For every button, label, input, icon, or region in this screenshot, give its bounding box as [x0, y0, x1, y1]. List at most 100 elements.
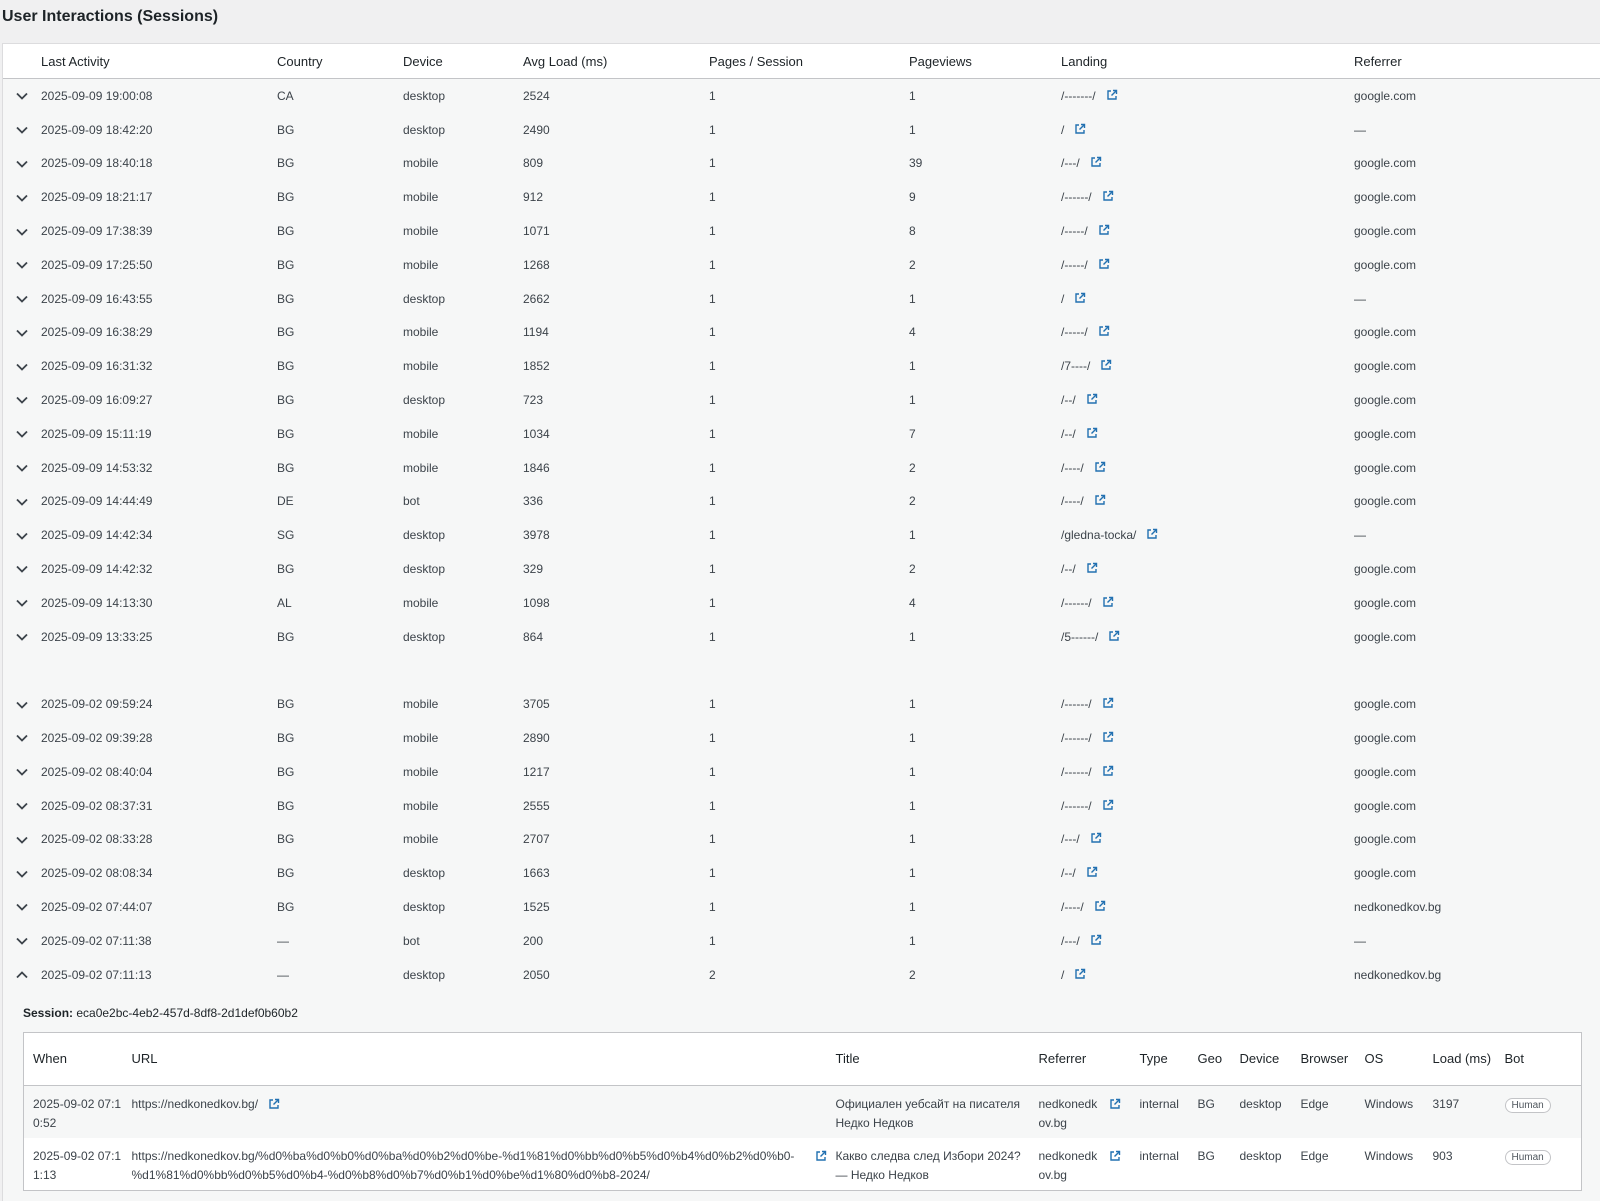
chevron-down-icon[interactable] — [15, 258, 29, 272]
table-row[interactable]: 2025-09-09 16:38:29 BG mobile 1194 1 4 /-----/… — [3, 316, 1600, 350]
chevron-down-icon[interactable] — [15, 393, 29, 407]
row-toggle[interactable] — [3, 113, 41, 147]
chevron-up-icon[interactable] — [15, 968, 29, 982]
table-row[interactable]: 2025-09-02 08:08:34 BG desktop 1663 1 1 /--/ go… — [3, 856, 1600, 890]
row-toggle[interactable] — [3, 451, 41, 485]
chevron-down-icon[interactable] — [15, 89, 29, 103]
chevron-down-icon[interactable] — [15, 529, 29, 543]
row-toggle[interactable] — [3, 282, 41, 316]
chevron-down-icon[interactable] — [15, 292, 29, 306]
external-link-icon[interactable] — [1106, 89, 1118, 101]
table-row[interactable]: 2025-09-09 14:44:49 DE bot 336 1 2 /----/ googl… — [3, 485, 1600, 519]
chevron-down-icon[interactable] — [15, 630, 29, 644]
table-row[interactable]: 2025-09-09 17:25:50 BG mobile 1268 1 2 /-----/… — [3, 248, 1600, 282]
table-row[interactable]: 2025-09-02 08:37:31 BG mobile 2555 1 1 /------… — [3, 789, 1600, 823]
row-toggle[interactable] — [3, 552, 41, 586]
external-link-icon[interactable] — [1102, 765, 1114, 777]
table-row[interactable]: 2025-09-09 15:11:19 BG mobile 1034 1 7 /--/ goo… — [3, 417, 1600, 451]
chevron-down-icon[interactable] — [15, 867, 29, 881]
row-toggle[interactable] — [3, 316, 41, 350]
chevron-down-icon[interactable] — [15, 123, 29, 137]
chevron-down-icon[interactable] — [15, 326, 29, 340]
external-link-icon[interactable] — [1102, 697, 1114, 709]
table-row[interactable]: 2025-09-09 19:00:08 CA desktop 2524 1 1 /-----… — [3, 79, 1600, 113]
row-toggle[interactable] — [3, 383, 41, 417]
table-row[interactable]: 2025-09-09 17:38:39 BG mobile 1071 1 8 /-----/… — [3, 214, 1600, 248]
chevron-down-icon[interactable] — [15, 698, 29, 712]
external-link-icon[interactable] — [1108, 630, 1120, 642]
external-link-icon[interactable] — [1086, 866, 1098, 878]
external-link-icon[interactable] — [1086, 562, 1098, 574]
row-toggle[interactable] — [3, 687, 41, 721]
table-row[interactable]: 2025-09-02 07:11:38 — bot 200 1 1 /---/ — — [3, 924, 1600, 958]
chevron-down-icon[interactable] — [15, 495, 29, 509]
chevron-down-icon[interactable] — [15, 799, 29, 813]
table-row[interactable]: 2025-09-09 14:53:32 BG mobile 1846 1 2 /----/ g… — [3, 451, 1600, 485]
table-row[interactable]: 2025-09-02 08:40:04 BG mobile 1217 1 1 /------… — [3, 755, 1600, 789]
table-row[interactable]: 2025-09-09 14:42:32 BG desktop 329 1 2 /--/ goo… — [3, 552, 1600, 586]
external-link-icon[interactable] — [1102, 190, 1114, 202]
chevron-down-icon[interactable] — [15, 765, 29, 779]
row-toggle[interactable] — [3, 958, 41, 992]
table-row[interactable]: 2025-09-09 16:43:55 BG desktop 2662 1 1 / — — [3, 282, 1600, 316]
chevron-down-icon[interactable] — [15, 731, 29, 745]
chevron-down-icon[interactable] — [15, 833, 29, 847]
chevron-down-icon[interactable] — [15, 225, 29, 239]
external-link-icon[interactable] — [1094, 494, 1106, 506]
pv-url-text[interactable]: https://nedkonedkov.bg/ — [131, 1096, 259, 1111]
header-pages-per-session[interactable]: Pages / Session — [709, 44, 909, 79]
external-link-icon[interactable] — [1102, 596, 1114, 608]
chevron-down-icon[interactable] — [15, 934, 29, 948]
row-toggle[interactable] — [3, 789, 41, 823]
external-link-icon[interactable] — [1090, 934, 1102, 946]
external-link-icon[interactable] — [1074, 292, 1086, 304]
chevron-down-icon[interactable] — [15, 191, 29, 205]
table-row[interactable]: 2025-09-09 16:31:32 BG mobile 1852 1 1/7----/… — [3, 349, 1600, 383]
row-toggle[interactable] — [3, 180, 41, 214]
table-row[interactable]: 2025-09-02 08:33:28 BG mobile 2707 1 1 /---/ go… — [3, 823, 1600, 857]
table-row[interactable]: 2025-09-09 18:42:20 BG desktop 2490 1 1 / — — [3, 113, 1600, 147]
external-link-icon[interactable] — [815, 1150, 827, 1162]
external-link-icon[interactable] — [1098, 224, 1110, 236]
row-toggle[interactable] — [3, 485, 41, 519]
external-link-icon[interactable] — [1098, 325, 1110, 337]
table-row[interactable]: 2025-09-09 14:42:34 SG desktop 3978 1 1/gledn… — [3, 518, 1600, 552]
row-toggle[interactable] — [3, 620, 41, 654]
table-row[interactable]: 2025-09-09 14:13:30 AL mobile 1098 1 4 /------… — [3, 586, 1600, 620]
table-row[interactable]: 2025-09-02 07:11:13 — desktop 2050 2 2 / nedkon… — [3, 958, 1600, 992]
table-row[interactable]: 2025-09-09 16:09:27 BG desktop 723 1 1 /--/ goo… — [3, 383, 1600, 417]
chevron-down-icon[interactable] — [15, 360, 29, 374]
row-toggle[interactable] — [3, 721, 41, 755]
pv-url-text[interactable]: https://nedkonedkov.bg/%d0%ba%d0%b0%d0%b… — [131, 1148, 795, 1182]
chevron-down-icon[interactable] — [15, 596, 29, 610]
external-link-icon[interactable] — [1094, 461, 1106, 473]
table-row[interactable]: 2025-09-09 18:40:18 BG mobile 809 1 39 /---/ go… — [3, 147, 1600, 181]
external-link-icon[interactable] — [1102, 799, 1114, 811]
table-row[interactable]: 2025-09-09 18:21:17 BG mobile 912 1 9 /------/… — [3, 180, 1600, 214]
table-row[interactable]: 2025-09-02 07:44:07 BG desktop 1525 1 1 /----/… — [3, 890, 1600, 924]
header-last-activity[interactable]: Last Activity — [41, 44, 277, 79]
external-link-icon[interactable] — [1090, 156, 1102, 168]
row-toggle[interactable] — [3, 417, 41, 451]
header-country[interactable]: Country — [277, 44, 403, 79]
row-toggle[interactable] — [3, 248, 41, 282]
row-toggle[interactable] — [3, 755, 41, 789]
external-link-icon[interactable] — [1100, 359, 1112, 371]
external-link-icon[interactable] — [1094, 900, 1106, 912]
external-link-icon[interactable] — [1074, 968, 1086, 980]
chevron-down-icon[interactable] — [15, 562, 29, 576]
external-link-icon[interactable] — [1146, 528, 1158, 540]
row-toggle[interactable] — [3, 147, 41, 181]
row-toggle[interactable] — [3, 856, 41, 890]
external-link-icon[interactable] — [1086, 393, 1098, 405]
header-pageviews[interactable]: Pageviews — [909, 44, 1061, 79]
external-link-icon[interactable] — [1090, 832, 1102, 844]
external-link-icon[interactable] — [1102, 731, 1114, 743]
header-avg-load[interactable]: Avg Load (ms) — [523, 44, 709, 79]
row-toggle[interactable] — [3, 214, 41, 248]
chevron-down-icon[interactable] — [15, 900, 29, 914]
external-link-icon[interactable] — [268, 1098, 280, 1110]
row-toggle[interactable] — [3, 890, 41, 924]
chevron-down-icon[interactable] — [15, 427, 29, 441]
header-device[interactable]: Device — [403, 44, 523, 79]
